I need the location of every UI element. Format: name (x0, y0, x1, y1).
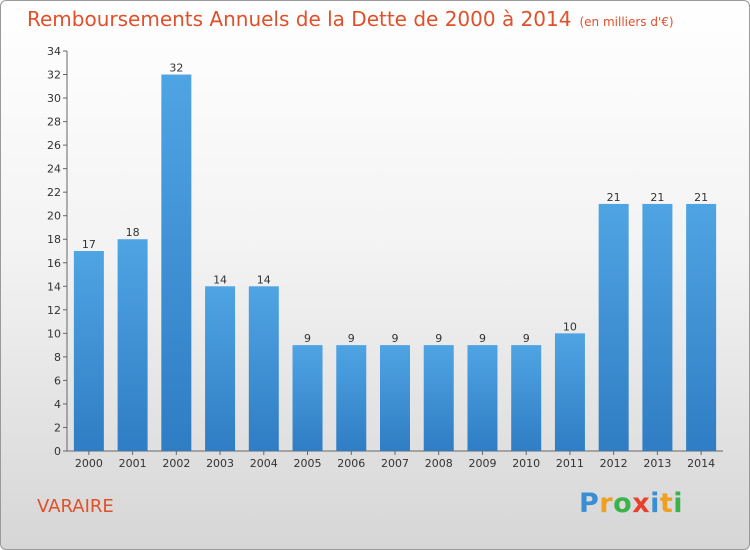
chart-title-text: Remboursements Annuels de la Dette de 20… (27, 7, 572, 31)
data-label-2010: 9 (523, 332, 530, 345)
x-tick-label-2004: 2004 (250, 457, 278, 470)
bar-2006 (336, 345, 367, 451)
bar-2004 (248, 286, 279, 451)
bars (73, 74, 717, 451)
data-label-2001: 18 (126, 226, 140, 239)
logo-letter: r (599, 488, 614, 519)
bar-2002 (161, 74, 192, 451)
y-tick-label: 32 (47, 69, 61, 82)
y-tick-label: 4 (54, 398, 61, 411)
y-tick-label: 24 (47, 163, 61, 176)
y-tick-label: 22 (47, 186, 61, 199)
data-label-2006: 9 (348, 332, 355, 345)
y-tick-label: 16 (47, 257, 61, 270)
x-tick-label-2014: 2014 (687, 457, 715, 470)
x-tick-label-2013: 2013 (643, 457, 671, 470)
y-tick-label: 26 (47, 139, 61, 152)
bar-2007 (380, 345, 410, 451)
y-tick-label: 8 (54, 351, 61, 364)
bar-2001 (117, 239, 148, 451)
logo-letter: P (579, 488, 600, 519)
y-tick-label: 30 (47, 92, 61, 105)
chart-title: Remboursements Annuels de la Dette de 20… (27, 7, 674, 31)
y-tick-label: 18 (47, 233, 61, 246)
data-label-2007: 9 (392, 332, 399, 345)
data-label-2013: 21 (650, 191, 664, 204)
y-tick-label: 2 (54, 421, 61, 434)
data-label-2000: 17 (82, 238, 96, 251)
y-tick-label: 0 (54, 445, 61, 458)
proxiti-logo[interactable]: Proxiti (579, 488, 683, 519)
data-label-2005: 9 (304, 332, 311, 345)
x-tick-label-2009: 2009 (468, 457, 496, 470)
x-tick-label-2003: 2003 (206, 457, 234, 470)
bar-2011 (554, 333, 585, 451)
bar-2014 (686, 203, 717, 451)
bar-2012 (598, 203, 629, 451)
x-tick-label-2006: 2006 (337, 457, 365, 470)
logo-letter: t (659, 488, 674, 519)
bar-2003 (205, 286, 236, 451)
y-tick-label: 10 (47, 327, 61, 340)
x-tick-label-2000: 2000 (75, 457, 103, 470)
data-label-2014: 21 (694, 191, 708, 204)
logo-letter: x (632, 488, 651, 519)
x-tick-label-2001: 2001 (119, 457, 147, 470)
x-tick-label-2005: 2005 (294, 457, 322, 470)
y-tick-label: 12 (47, 304, 61, 317)
x-tick-label-2012: 2012 (600, 457, 628, 470)
bar-2005 (292, 345, 323, 451)
y-tick-label: 20 (47, 210, 61, 223)
x-axis: 2000 2001 2002 2003 2004 2005 2006 2007 2008 2009… (67, 450, 723, 470)
data-label-2012: 21 (607, 191, 621, 204)
bar-2008 (423, 345, 454, 451)
data-label-2004: 14 (257, 273, 271, 286)
y-tick-label: 28 (47, 116, 61, 129)
x-tick-label-2002: 2002 (162, 457, 190, 470)
y-tick-label: 6 (54, 374, 61, 387)
logo-letter: o (613, 488, 633, 519)
x-tick-label-2010: 2010 (512, 457, 540, 470)
bar-2000 (73, 251, 104, 451)
data-labels: 17 18 32 14 14 9 9 9 9 9 9 10 21 21 21 (82, 62, 708, 346)
data-label-2002: 32 (169, 62, 183, 75)
bar-2009 (467, 345, 498, 451)
bar-2013 (642, 203, 673, 451)
x-tick-label-2011: 2011 (556, 457, 584, 470)
logo-letter: i (673, 488, 684, 519)
chart-unit: (en milliers d'€) (579, 15, 674, 29)
data-label-2008: 9 (435, 332, 442, 345)
x-tick-label-2008: 2008 (425, 457, 453, 470)
y-tick-label: 14 (47, 280, 61, 293)
logo-letter: i (650, 488, 660, 519)
bar-2010 (511, 345, 542, 451)
data-label-2009: 9 (479, 332, 486, 345)
y-tick-label: 34 (47, 45, 61, 58)
data-label-2011: 10 (563, 320, 577, 333)
commune-name: VARAIRE (37, 496, 114, 517)
data-label-2003: 14 (213, 273, 227, 286)
x-tick-label-2007: 2007 (381, 457, 409, 470)
